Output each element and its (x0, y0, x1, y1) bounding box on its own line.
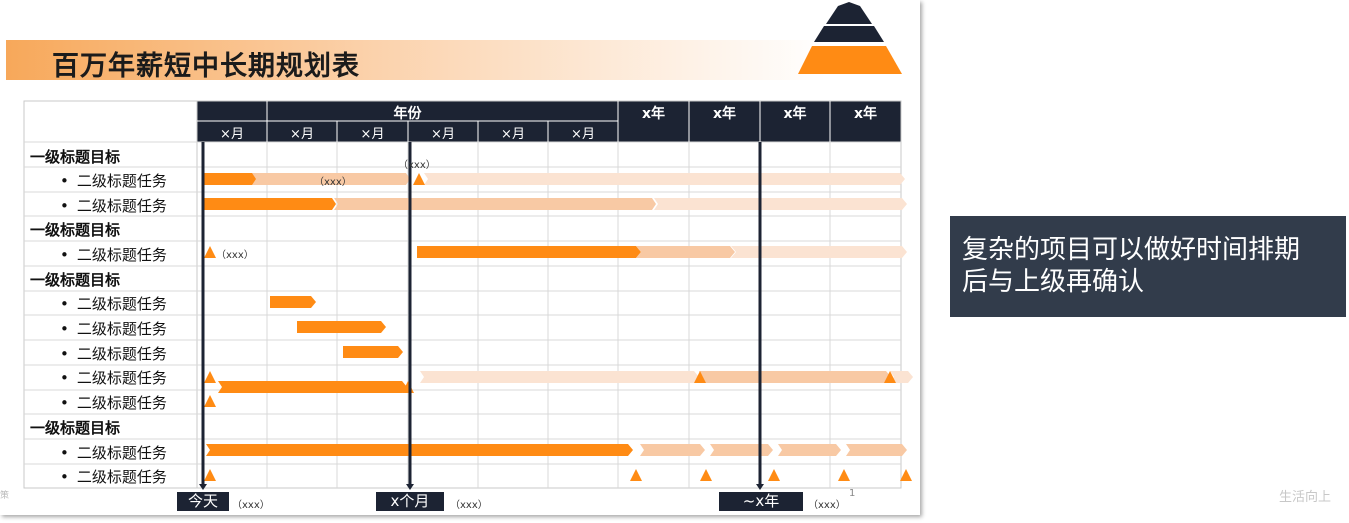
callout-line-2: 后与上级再确认 (962, 267, 1145, 297)
level2-label: • 二级标题任务 (60, 246, 167, 264)
level2-label: • 二级标题任务 (60, 320, 167, 338)
level2-text: 二级标题任务 (76, 468, 167, 486)
edge-fragment: 策 (0, 491, 10, 501)
level1-label: 一级标题目标 (30, 271, 121, 289)
month-header: ×月 (290, 127, 314, 142)
month-header: ×月 (360, 127, 385, 142)
today-marker: 今天 (177, 492, 229, 511)
level2-label: • 二级标题任务 (60, 394, 167, 412)
callout-box: 复杂的项目可以做好时间排期 后与上级再确认 (950, 216, 1346, 317)
years-header: 年份 (393, 106, 422, 122)
month-marker: x个月 (376, 492, 444, 511)
bar-note: （xxx） (398, 160, 436, 171)
level1-label: 一级标题目标 (30, 419, 121, 437)
level2-label: • 二级标题任务 (60, 444, 167, 462)
watermark: 生活向上 (1279, 490, 1332, 505)
level2-text: 二级标题任务 (76, 197, 167, 215)
level1-label: 一级标题目标 (30, 221, 121, 239)
year-header: x年 (641, 106, 666, 122)
month-header: ×月 (220, 127, 244, 142)
level2-label: • 二级标题任务 (60, 369, 167, 387)
level2-text: 二级标题任务 (76, 172, 167, 190)
month-note: （xxx） (450, 500, 488, 511)
slide: 百万年薪短中长期规划表 (0, 2, 913, 511)
level2-text: 二级标题任务 (76, 444, 167, 462)
level2-label: • 二级标题任务 (60, 295, 167, 313)
bar-note: （xxx） (314, 177, 352, 188)
year-note: （xxx） (808, 500, 846, 511)
level2-text: 二级标题任务 (76, 345, 167, 363)
level2-label: • 二级标题任务 (60, 345, 167, 363)
gantt-grid (23, 100, 913, 490)
level2-label: • 二级标题任务 (60, 172, 167, 190)
year-header: x年 (853, 106, 878, 122)
level2-text: 二级标题任务 (76, 394, 167, 412)
level1-label: 一级标题目标 (30, 148, 121, 166)
month-header: ×月 (501, 127, 525, 142)
level2-text: 二级标题任务 (76, 369, 167, 387)
year-marker: ~x年 (719, 492, 803, 511)
level2-text: 二级标题任务 (76, 320, 167, 338)
callout-line-1: 复杂的项目可以做好时间排期 (962, 235, 1301, 265)
page-title: 百万年薪短中长期规划表 (52, 51, 360, 82)
level2-text: 二级标题任务 (76, 295, 167, 313)
bar-note: （xxx） (216, 250, 254, 261)
page-number: 1 (849, 488, 856, 499)
month-header: ×月 (571, 127, 595, 142)
year-header: x年 (783, 106, 807, 122)
title-band (6, 40, 826, 80)
today-note: （xxx） (232, 500, 270, 511)
level2-label: • 二级标题任务 (60, 468, 167, 486)
month-header: ×月 (431, 127, 455, 142)
pyramid-icon (798, 2, 902, 74)
level2-label: • 二级标题任务 (60, 197, 167, 215)
level2-text: 二级标题任务 (76, 246, 167, 264)
year-header: x年 (712, 106, 737, 122)
